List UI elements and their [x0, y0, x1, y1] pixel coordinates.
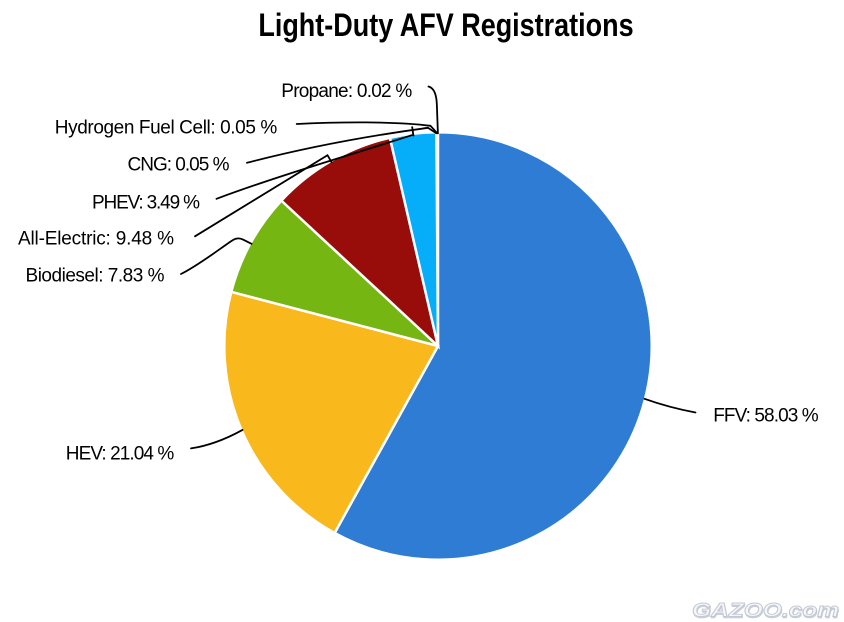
svg-text:Hydrogen Fuel Cell: 0.05 %: Hydrogen Fuel Cell: 0.05 %: [55, 117, 278, 138]
svg-text:HEV: 21.04 %: HEV: 21.04 %: [66, 443, 175, 464]
svg-text:GAZOO.com: GAZOO.com: [692, 601, 839, 622]
svg-text:PHEV: 3.49 %: PHEV: 3.49 %: [92, 192, 200, 213]
svg-text:CNG: 0.05 %: CNG: 0.05 %: [128, 154, 230, 175]
svg-text:GAZOO.com: GAZOO.com: [693, 602, 840, 622]
svg-text:Propane: 0.02 %: Propane: 0.02 %: [281, 81, 412, 102]
svg-text:All-Electric: 9.48 %: All-Electric: 9.48 %: [18, 228, 174, 249]
svg-text:Biodiesel: 7.83 %: Biodiesel: 7.83 %: [26, 266, 165, 287]
svg-text:Light-Duty AFV Registrations: Light-Duty AFV Registrations: [258, 7, 633, 43]
svg-text:FFV: 58.03 %: FFV: 58.03 %: [713, 405, 819, 426]
